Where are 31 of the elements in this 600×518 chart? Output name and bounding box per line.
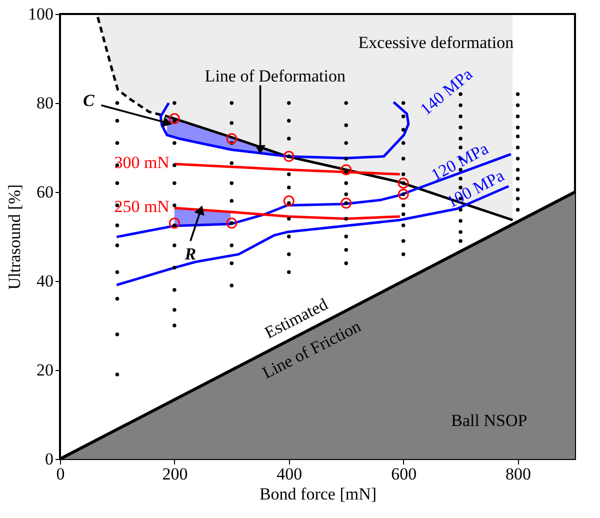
point bbox=[226, 133, 238, 144]
series-label: 250 mN bbox=[114, 197, 170, 216]
annotation: C bbox=[82, 90, 95, 110]
point bbox=[340, 198, 352, 209]
point bbox=[168, 113, 180, 124]
y-tick-label: 20 bbox=[36, 360, 54, 380]
series-label: 300 mN bbox=[114, 152, 170, 172]
x-tick-label: 200 bbox=[162, 464, 188, 484]
x-tick-label: 400 bbox=[276, 464, 302, 484]
y-tick-label: 100 bbox=[28, 4, 54, 24]
x-axis-title: Bond force [mN] bbox=[259, 484, 377, 504]
y-tick-label: 80 bbox=[36, 94, 54, 112]
point bbox=[283, 195, 294, 206]
x-tick-label: 600 bbox=[391, 464, 417, 484]
annotation: Line of Deformation bbox=[204, 66, 346, 86]
y-axis-title: Ultrasound [%] bbox=[5, 184, 24, 290]
point bbox=[226, 218, 238, 229]
y-tick-label: 40 bbox=[36, 272, 54, 290]
point bbox=[283, 150, 294, 162]
annotation: Excessive deformation bbox=[358, 32, 514, 52]
point bbox=[398, 188, 409, 200]
x-tick-label: 0 bbox=[56, 464, 65, 484]
annotation: Ball NSOP bbox=[451, 411, 528, 430]
y-tick-label: 0 bbox=[45, 450, 54, 468]
point bbox=[398, 178, 409, 189]
x-tick-label: 800 bbox=[506, 464, 532, 484]
point bbox=[168, 218, 180, 229]
y-tick-label: 60 bbox=[36, 182, 54, 202]
text: 140 MPa bbox=[416, 64, 476, 119]
point bbox=[340, 164, 352, 176]
annotation: R bbox=[184, 244, 196, 264]
